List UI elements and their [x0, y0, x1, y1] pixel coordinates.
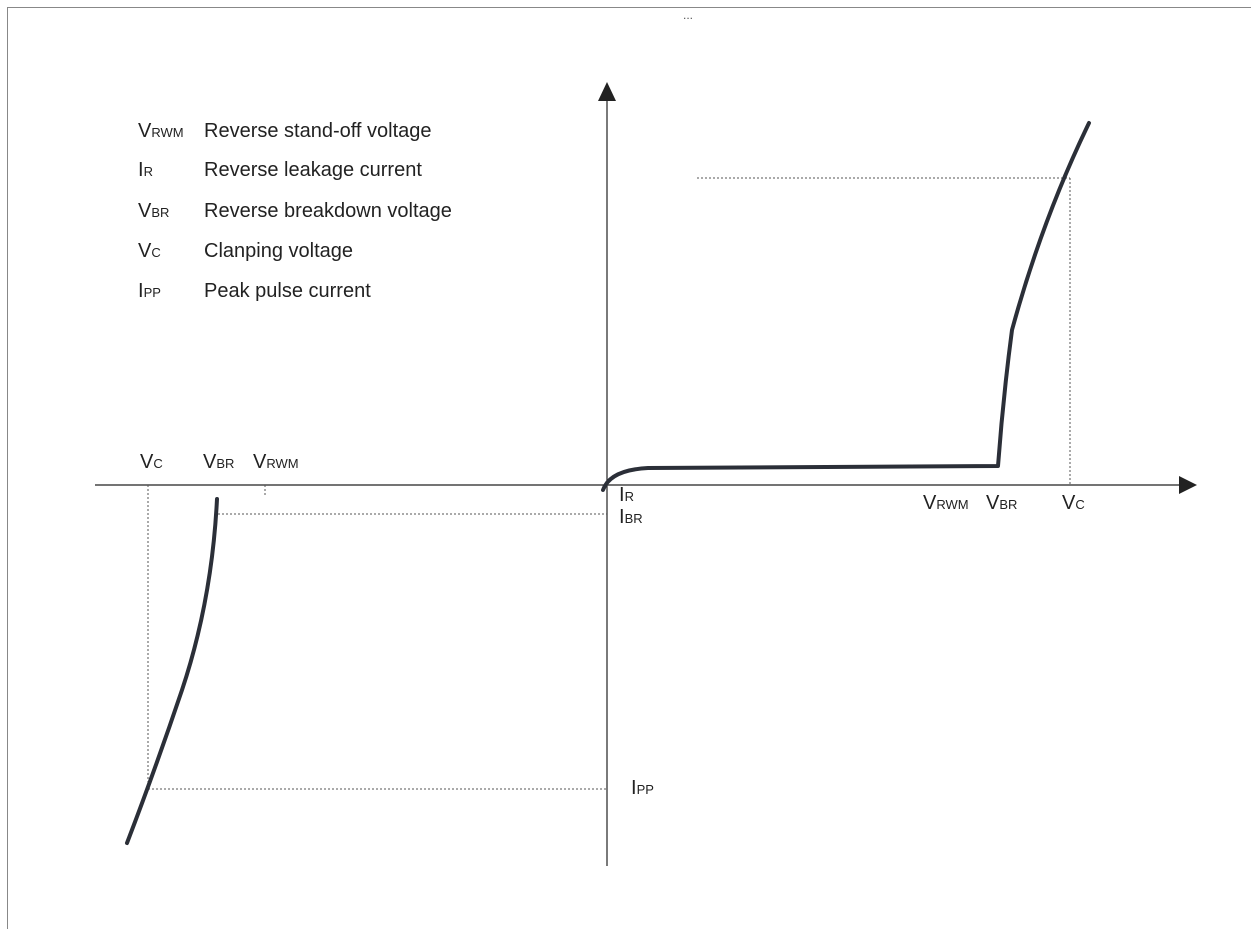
legend-row-vbr: VBR Reverse breakdown voltage [138, 200, 518, 224]
legend-description: Reverse leakage current [204, 159, 422, 181]
legend-description: Clanping voltage [204, 240, 353, 262]
label-ipp: IPP [631, 777, 654, 799]
legend-symbol: VRWM [138, 120, 184, 142]
legend-description: Reverse stand-off voltage [204, 120, 432, 142]
label-vc-positive: VC [1062, 492, 1085, 514]
label-vrwm-negative: VRWM [253, 451, 299, 473]
label-vrwm-positive: VRWM [923, 492, 969, 514]
y-axis-arrow-icon [598, 82, 616, 101]
legend-description: Reverse breakdown voltage [204, 200, 452, 222]
iv-curve-negative [125, 497, 219, 845]
top-marker: ... [683, 8, 694, 22]
legend-symbol: IR [138, 159, 153, 181]
label-vbr-negative: VBR [203, 451, 235, 473]
legend-row-vc: VC Clanping voltage [138, 240, 518, 264]
diagram-frame [7, 7, 1251, 929]
iv-curve-positive [601, 121, 1091, 492]
label-ir: IR [619, 484, 634, 506]
label-vbr-positive: VBR [986, 492, 1018, 514]
legend-row-ir: IR Reverse leakage current [138, 159, 518, 183]
label-ibr: IBR [619, 506, 643, 528]
legend-symbol: VBR [138, 200, 170, 222]
legend-symbol: VC [138, 240, 161, 262]
legend-description: Peak pulse current [204, 280, 371, 302]
legend-row-vrwm: VRWM Reverse stand-off voltage [138, 120, 518, 144]
x-axis-arrow-icon [1179, 476, 1197, 494]
label-vc-negative: VC [140, 451, 163, 473]
legend-row-ipp: IPP Peak pulse current [138, 280, 518, 304]
legend-symbol: IPP [138, 280, 161, 302]
